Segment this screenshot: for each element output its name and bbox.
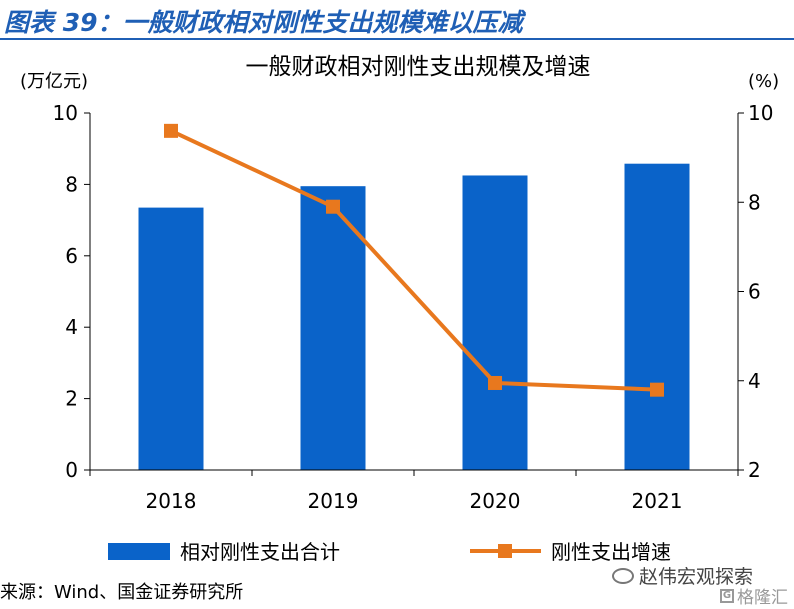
source-note: 来源：Wind、国金证券研究所 <box>0 582 244 603</box>
brand-mark: 赵伟宏观探索 <box>612 562 753 589</box>
legend-line-label: 刚性支出增速 <box>551 540 671 564</box>
bar-2020 <box>462 175 528 470</box>
left-tick-label: 8 <box>65 172 78 196</box>
chart: 一般财政相对刚性支出规模及增速 (万亿元) (%) 0 2 4 6 8 10 2 4 6 8 10 2018… <box>20 54 779 564</box>
right-tick-label: 8 <box>748 190 761 214</box>
left-tick-label: 6 <box>65 244 78 268</box>
right-tick-label: 10 <box>748 101 773 125</box>
growth-marker-2019 <box>326 199 340 214</box>
growth-marker-2021 <box>650 382 664 397</box>
figure-header: 图表 39：一般财政相对刚性支出规模难以压减 <box>0 0 794 40</box>
left-axis-unit: (万亿元) <box>20 71 88 92</box>
right-tick-label: 4 <box>748 369 761 393</box>
x-tick-label-2021: 2021 <box>632 489 683 513</box>
bar-2019 <box>300 186 366 470</box>
x-tick-label-2020: 2020 <box>470 489 521 513</box>
legend-line-marker <box>498 544 512 558</box>
bar-2021 <box>624 163 690 470</box>
watermark-text: 格隆汇 <box>737 588 788 608</box>
figure-label: 图表 39：一般财政相对刚性支出规模难以压减 <box>4 8 523 37</box>
watermark: G 格隆汇 <box>720 583 788 608</box>
right-tick-label: 6 <box>748 280 761 304</box>
left-tick-label: 2 <box>65 387 78 411</box>
x-tick-label-2018: 2018 <box>146 489 197 513</box>
legend-bar-swatch <box>108 543 170 560</box>
left-tick-label: 10 <box>53 101 78 125</box>
chart-title: 一般财政相对刚性支出规模及增速 <box>246 54 591 80</box>
growth-marker-2018 <box>164 123 178 138</box>
x-tick-label-2019: 2019 <box>308 489 359 513</box>
growth-marker-2020 <box>488 375 502 390</box>
watermark-logo-icon: G <box>720 588 734 603</box>
brand-name: 赵伟宏观探索 <box>639 566 754 588</box>
left-tick-label: 0 <box>65 458 78 482</box>
right-tick-label: 2 <box>748 458 761 482</box>
right-axis-unit: (%) <box>748 71 779 92</box>
bar-2018 <box>138 207 204 471</box>
left-tick-label: 4 <box>65 315 78 339</box>
legend-bar-label: 相对刚性支出合计 <box>180 540 340 564</box>
growth-line <box>170 129 658 392</box>
wechat-icon <box>612 567 634 584</box>
